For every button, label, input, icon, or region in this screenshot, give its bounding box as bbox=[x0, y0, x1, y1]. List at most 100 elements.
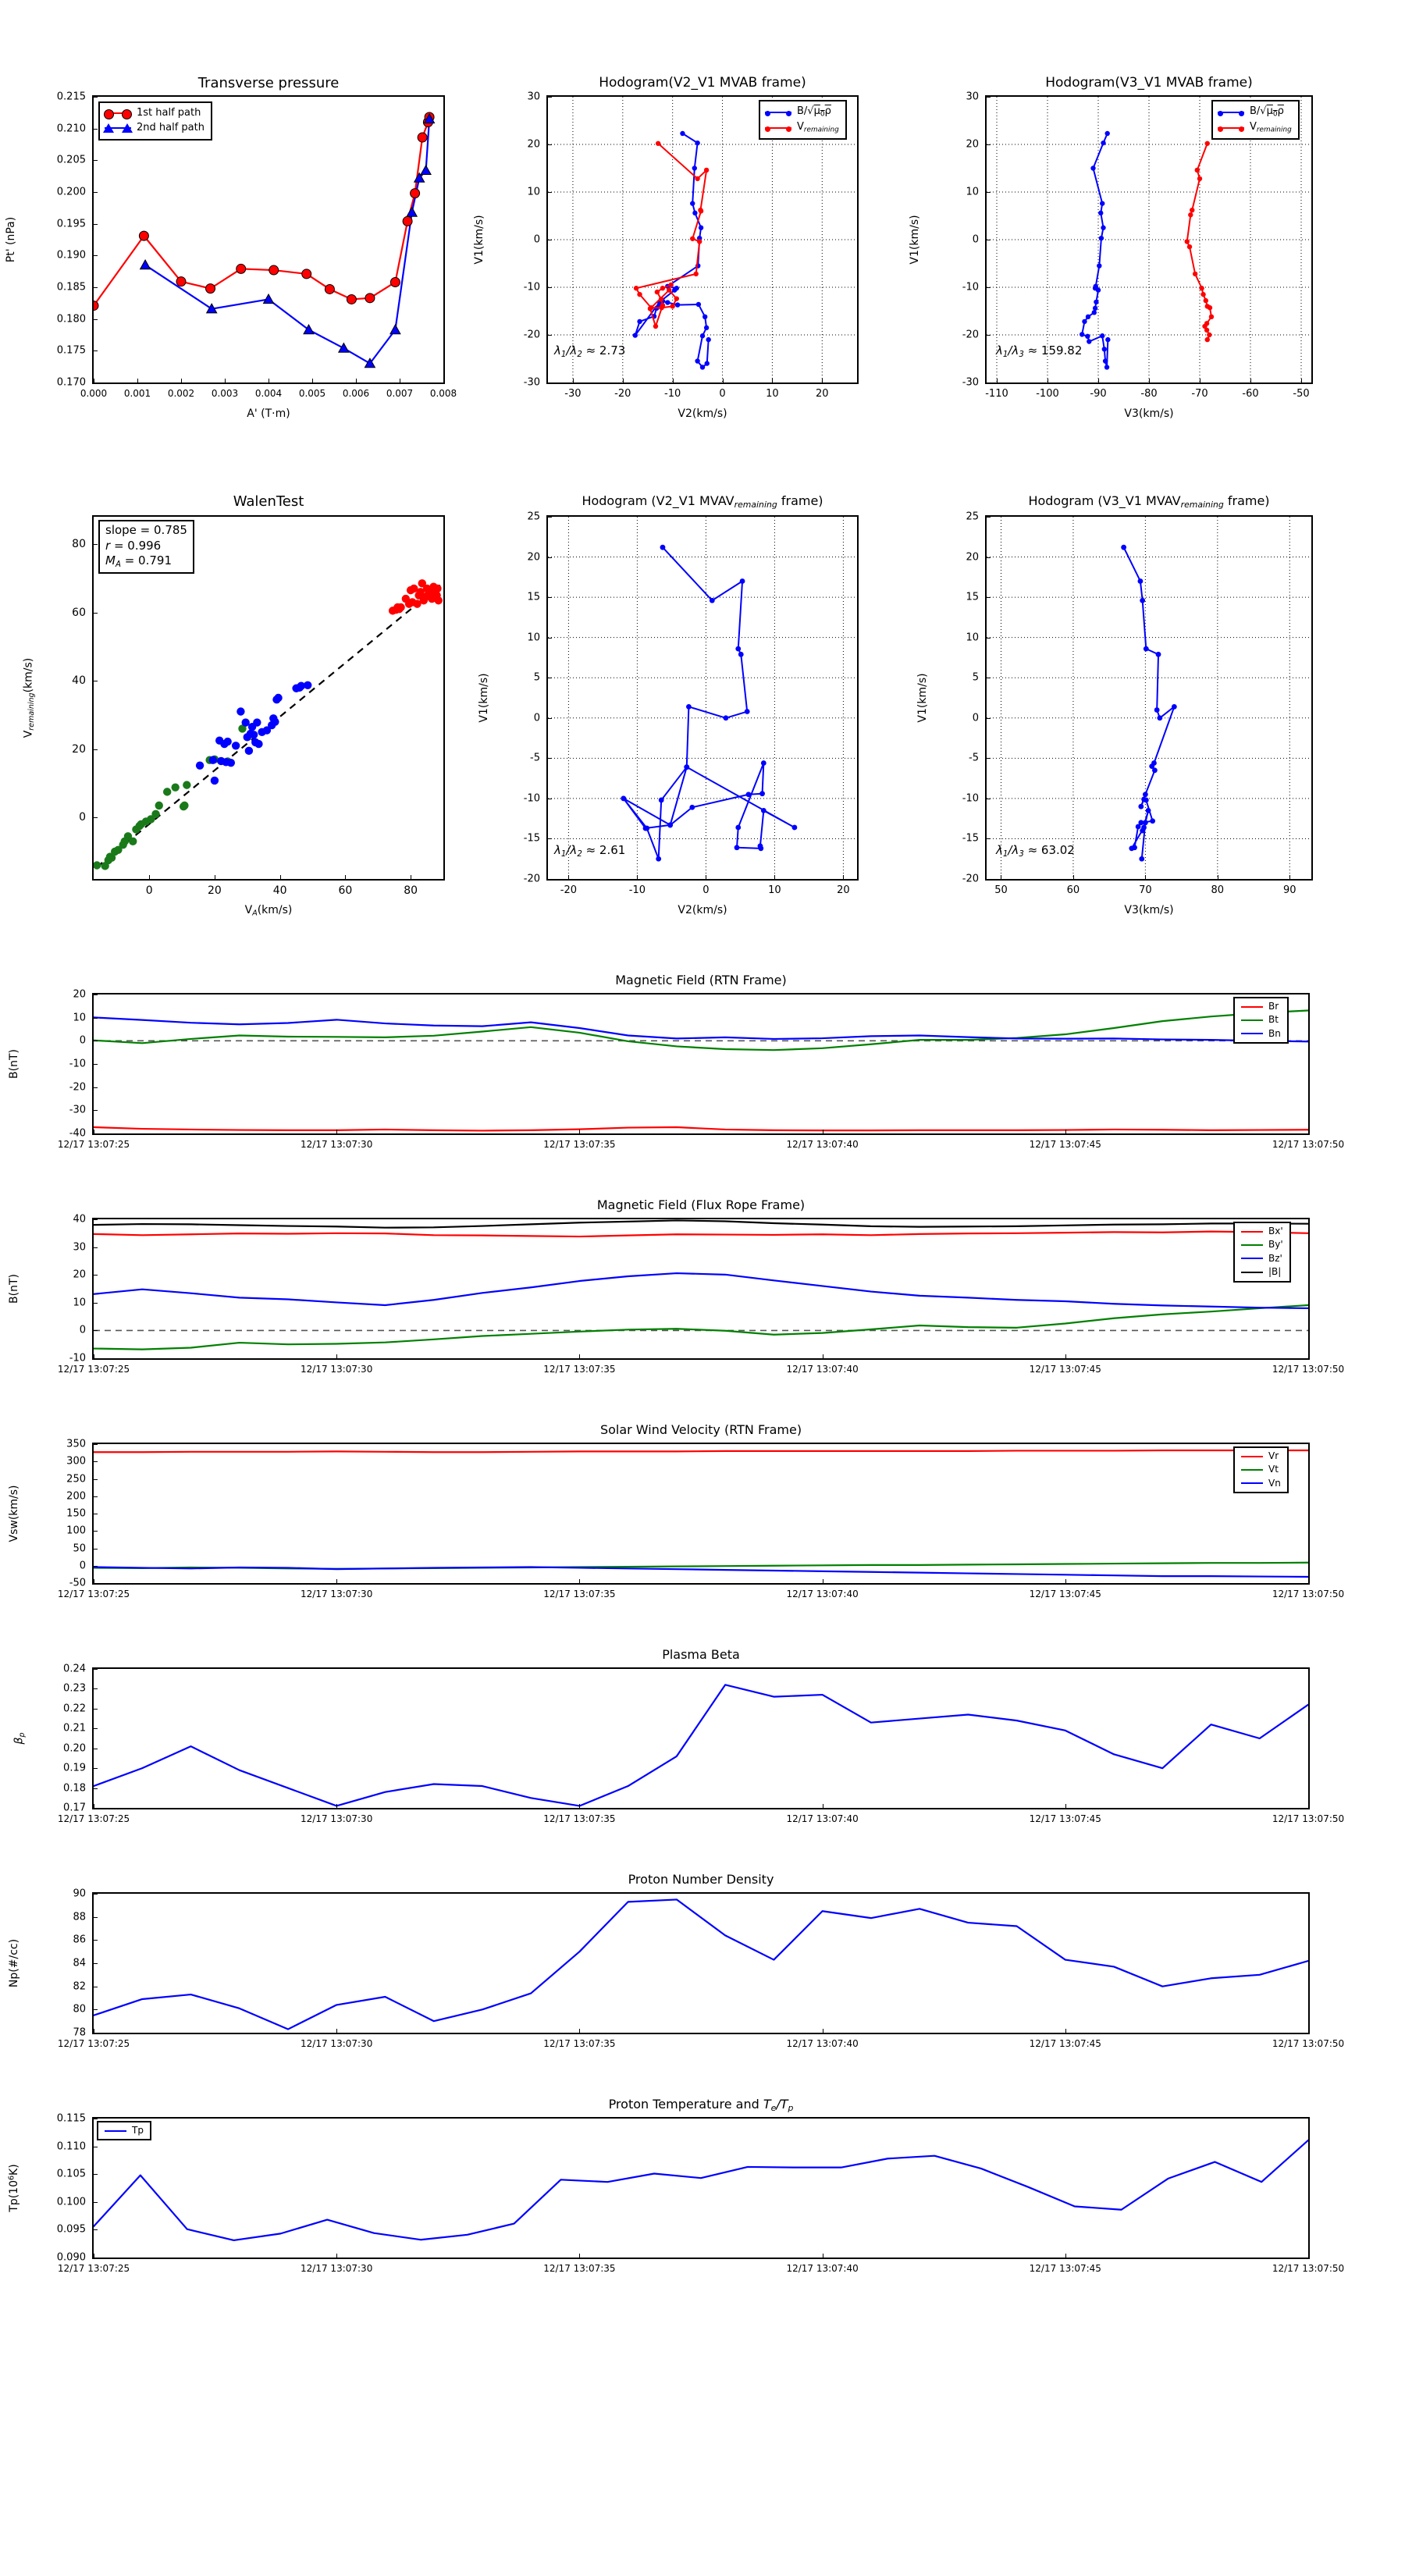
x-tick-label: 12/17 13:07:35 bbox=[543, 2263, 616, 2274]
y-tick-label: -10 bbox=[69, 1352, 86, 1364]
chart-title-solar-wind-velocity-rtn: Solar Wind Velocity (RTN Frame) bbox=[599, 1422, 802, 1437]
y-tick-label: 0.19 bbox=[63, 1762, 86, 1774]
x-tick-mark bbox=[443, 379, 444, 384]
plot-area-solar-wind-velocity-rtn bbox=[92, 1443, 1310, 1585]
x-tick-mark bbox=[1149, 379, 1150, 384]
plot-lines-solar-wind-velocity-rtn bbox=[94, 1449, 1308, 1578]
y-tick-label: 20 bbox=[73, 1268, 86, 1281]
x-tick-mark bbox=[1065, 2029, 1066, 2034]
plot-lines-proton-temperature bbox=[94, 2139, 1308, 2242]
legend-marker-triangle bbox=[103, 123, 133, 133]
y-tick-label: 0.185 bbox=[56, 281, 86, 294]
y-tick-label: 82 bbox=[73, 1980, 86, 1993]
plot-area-magnetic-field-fluxrope bbox=[92, 1218, 1310, 1360]
y-tick-label: -40 bbox=[69, 1127, 86, 1140]
legend-row: Vremaining bbox=[765, 120, 839, 135]
y-tick-label: 20 bbox=[72, 742, 86, 756]
y-tick-mark bbox=[92, 382, 98, 383]
y-tick-label: 60 bbox=[72, 606, 86, 619]
plot-area-hodogram-v2v1-mvab bbox=[546, 95, 859, 384]
x-tick-label: 12/17 13:07:45 bbox=[1029, 2263, 1101, 2274]
x-tick-label: 80 bbox=[404, 884, 418, 897]
y-axis-label-hodogram-v2v1-mvab: V1(km/s) bbox=[473, 215, 486, 265]
x-tick-label: 12/17 13:07:25 bbox=[57, 1813, 130, 1824]
y-tick-mark bbox=[92, 544, 98, 546]
x-tick-mark bbox=[336, 1579, 338, 1585]
plot-lines-transverse-pressure bbox=[94, 112, 436, 368]
x-tick-label: 12/17 13:07:50 bbox=[1272, 2038, 1345, 2049]
legend-solar-wind-velocity-rtn: Vr Vt Vn bbox=[1233, 1446, 1289, 1494]
y-tick-label: 0.170 bbox=[56, 376, 86, 389]
x-tick-label: 12/17 13:07:30 bbox=[301, 1813, 373, 1824]
y-tick-mark bbox=[985, 335, 991, 336]
y-tick-label: 0 bbox=[533, 233, 540, 246]
x-tick-label: 12/17 13:07:30 bbox=[301, 2038, 373, 2049]
y-tick-label: -15 bbox=[962, 832, 979, 845]
y-axis-label-solar-wind-velocity-rtn: Vsw(km/s) bbox=[8, 1485, 20, 1542]
x-tick-mark bbox=[843, 875, 845, 881]
x-tick-label: 0.004 bbox=[254, 388, 283, 399]
y-tick-mark bbox=[92, 1087, 98, 1088]
x-tick-mark bbox=[572, 379, 574, 384]
x-tick-mark bbox=[579, 1579, 581, 1585]
y-tick-label: 0.095 bbox=[56, 2223, 86, 2236]
plot-area-hodogram-v2v1-mvav bbox=[546, 515, 859, 881]
y-tick-label: 15 bbox=[527, 591, 540, 603]
x-tick-label: -10 bbox=[664, 388, 681, 400]
x-tick-label: -10 bbox=[628, 884, 646, 896]
y-tick-label: 40 bbox=[73, 1213, 86, 1226]
y-tick-label: 20 bbox=[966, 551, 979, 564]
legend-line-swatch bbox=[1241, 1455, 1263, 1457]
y-tick-mark bbox=[546, 879, 552, 880]
y-tick-label: 0.180 bbox=[56, 313, 86, 326]
y-tick-label: 80 bbox=[72, 538, 86, 551]
y-tick-label: 0.18 bbox=[63, 1782, 86, 1795]
x-tick-mark bbox=[336, 1804, 338, 1809]
y-tick-mark bbox=[92, 287, 98, 288]
legend-line-swatch bbox=[1241, 1230, 1263, 1233]
y-tick-mark bbox=[985, 637, 991, 639]
plot-lines-plasma-beta bbox=[94, 1684, 1308, 1807]
x-tick-label: 50 bbox=[994, 884, 1008, 896]
legend-row: Bt bbox=[1241, 1013, 1281, 1026]
legend-label-vremaining: Vremaining bbox=[797, 120, 839, 134]
legend-line-swatch bbox=[1241, 1482, 1263, 1485]
x-tick-mark bbox=[336, 2254, 338, 2259]
legend-label: Bz' bbox=[1268, 1252, 1282, 1264]
x-tick-mark bbox=[1308, 1579, 1309, 1585]
y-tick-mark bbox=[92, 994, 98, 995]
x-axis-label-hodogram-v2v1-mvav: V2(km/s) bbox=[678, 904, 727, 916]
y-tick-label: 0.215 bbox=[56, 91, 86, 103]
y-tick-mark bbox=[92, 1219, 98, 1220]
legend-row: Vremaining bbox=[1218, 120, 1292, 135]
x-tick-mark bbox=[1308, 2254, 1309, 2259]
y-tick-label: 250 bbox=[66, 1473, 86, 1485]
x-tick-label: 12/17 13:07:45 bbox=[1029, 1139, 1101, 1150]
x-tick-mark bbox=[1072, 875, 1074, 881]
y-tick-label: 86 bbox=[73, 1934, 86, 1946]
legend-transverse-pressure: 1st half path 2nd half path bbox=[98, 101, 212, 141]
y-axis-label-hodogram-v3v1-mvav: V1(km/s) bbox=[916, 673, 929, 723]
y-tick-label: 0.195 bbox=[56, 218, 86, 230]
legend-label: |B| bbox=[1268, 1266, 1282, 1278]
stats-box-walentest: slope = 0.785 r = 0.996 MA = 0.791 bbox=[98, 520, 194, 575]
plot-area-hodogram-v3v1-mvav bbox=[985, 515, 1313, 881]
x-tick-label: 90 bbox=[1282, 884, 1297, 896]
legend-marker-line bbox=[765, 124, 791, 132]
x-tick-label: 12/17 13:07:40 bbox=[786, 1364, 859, 1375]
y-tick-label: 10 bbox=[73, 1297, 86, 1309]
x-tick-label: 12/17 13:07:35 bbox=[543, 1813, 616, 1824]
y-tick-label: 40 bbox=[72, 674, 86, 688]
y-tick-mark bbox=[546, 597, 552, 599]
y-tick-label: 88 bbox=[73, 1911, 86, 1923]
y-tick-mark bbox=[92, 612, 98, 614]
y-tick-label: 0.115 bbox=[56, 2112, 86, 2125]
x-tick-label: 12/17 13:07:30 bbox=[301, 1364, 373, 1375]
chart-title-proton-number-density: Proton Number Density bbox=[628, 1872, 774, 1887]
y-axis-label-magnetic-field-rtn: B(nT) bbox=[8, 1049, 20, 1079]
y-tick-mark bbox=[92, 2201, 98, 2203]
x-tick-mark bbox=[336, 1354, 338, 1360]
x-tick-label: 12/17 13:07:30 bbox=[301, 1589, 373, 1599]
y-tick-label: 0.205 bbox=[56, 154, 86, 166]
legend-row: Bn bbox=[1241, 1027, 1281, 1041]
